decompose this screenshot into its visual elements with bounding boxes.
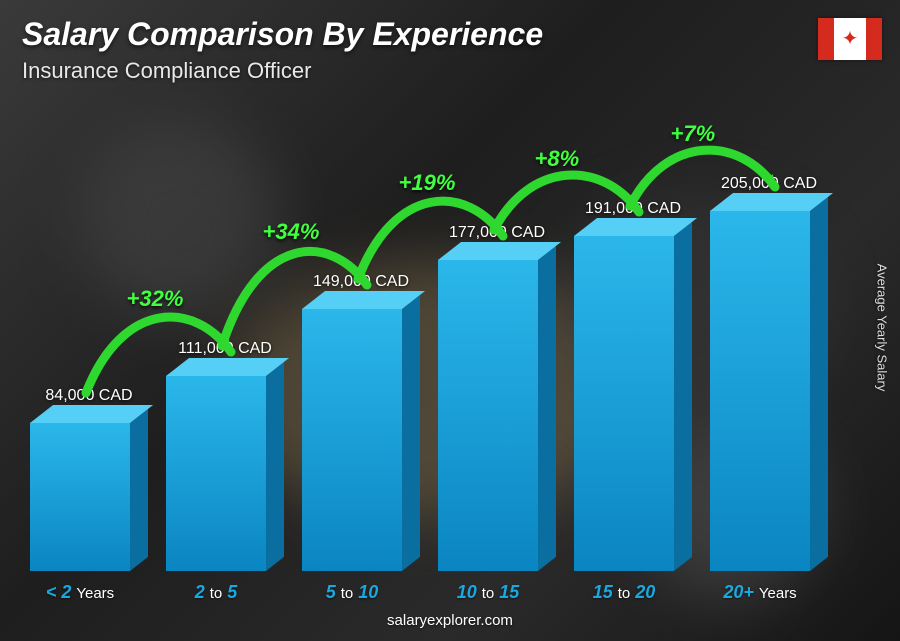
bar-front	[574, 236, 674, 571]
bar-front	[166, 376, 266, 571]
bar-3d	[30, 413, 148, 571]
bar-value-label: 149,000 CAD	[313, 273, 409, 291]
bar-side	[810, 197, 828, 571]
increase-percent: +8%	[535, 146, 580, 172]
bar: 177,000 CAD	[438, 224, 556, 571]
bar-front	[302, 309, 402, 571]
y-axis-label: Average Yearly Salary	[875, 264, 890, 392]
chart-subtitle: Insurance Compliance Officer	[22, 58, 311, 84]
bar-3d	[574, 226, 692, 571]
bar-3d	[438, 250, 556, 571]
bar: 111,000 CAD	[166, 340, 284, 571]
increase-percent: +7%	[671, 121, 716, 147]
x-axis-label: 2 to 5	[166, 582, 266, 603]
flag-stripe-right	[866, 18, 882, 60]
x-axis-label: 15 to 20	[574, 582, 674, 603]
bar-value-label: 177,000 CAD	[449, 224, 545, 242]
bar-side	[402, 295, 420, 571]
flag-stripe-left	[818, 18, 834, 60]
bar-value-label: 84,000 CAD	[45, 387, 132, 405]
bar-front	[438, 260, 538, 571]
increase-percent: +19%	[399, 170, 456, 196]
bar: 149,000 CAD	[302, 273, 420, 571]
bar-front	[710, 211, 810, 571]
chart-title: Salary Comparison By Experience	[22, 16, 543, 53]
x-axis-label: 5 to 10	[302, 582, 402, 603]
increase-percent: +32%	[127, 286, 184, 312]
x-axis-label: 10 to 15	[438, 582, 538, 603]
footer-attribution: salaryexplorer.com	[0, 612, 900, 629]
bar: 205,000 CAD	[710, 175, 828, 571]
bar-value-label: 191,000 CAD	[585, 200, 681, 218]
x-axis-label: 20+ Years	[710, 582, 810, 603]
maple-leaf-icon: ✦	[842, 29, 859, 49]
bar-value-label: 205,000 CAD	[721, 175, 817, 193]
bar-3d	[166, 366, 284, 571]
bar-side	[266, 362, 284, 571]
bar-side	[538, 246, 556, 571]
bar: 191,000 CAD	[574, 200, 692, 571]
bar-3d	[710, 201, 828, 571]
bar-value-label: 111,000 CAD	[178, 340, 272, 358]
bar-side	[674, 222, 692, 571]
x-axis-label: < 2 Years	[30, 582, 130, 603]
increase-percent: +34%	[263, 219, 320, 245]
bar-3d	[302, 299, 420, 571]
bar-chart: 84,000 CAD< 2 Years111,000 CAD2 to 5149,…	[30, 120, 850, 571]
bar-front	[30, 423, 130, 571]
bar: 84,000 CAD	[30, 387, 148, 571]
bar-side	[130, 409, 148, 571]
chart-stage: Salary Comparison By Experience Insuranc…	[0, 0, 900, 641]
flag-canada: ✦	[818, 18, 882, 60]
